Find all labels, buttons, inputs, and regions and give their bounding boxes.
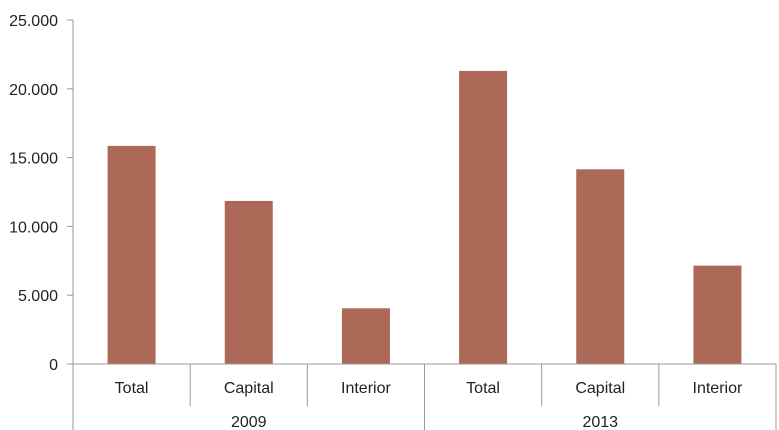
y-tick-label: 0 (49, 357, 58, 374)
x-category-label: Total (115, 380, 149, 397)
x-category-label: Interior (693, 380, 743, 397)
y-tick-label: 15.000 (9, 151, 58, 168)
bar-2013-interior (693, 265, 742, 364)
y-tick-label: 20.000 (9, 82, 58, 99)
y-tick-label: 25.000 (9, 13, 58, 30)
x-category-label: Capital (224, 380, 274, 397)
y-tick-label: 5.000 (18, 288, 58, 305)
x-group-label: 2009 (231, 414, 267, 430)
x-category-label: Interior (341, 380, 391, 397)
bar-2009-total (107, 145, 156, 364)
x-category-label: Capital (575, 380, 625, 397)
bar-2013-total (459, 70, 508, 365)
bar-2009-capital (224, 200, 273, 364)
x-category-label: Total (466, 380, 500, 397)
y-tick-label: 10.000 (9, 219, 58, 236)
y-axis: 0 5.000 10.000 15.000 20.000 25.000 (9, 13, 74, 374)
x-axis: Total Capital Interior Total Capital Interior… (72, 363, 777, 430)
bars (107, 70, 742, 365)
bar-2013-capital (576, 169, 625, 364)
x-group-label: 2013 (582, 414, 618, 430)
bar-2009-interior (341, 308, 390, 364)
